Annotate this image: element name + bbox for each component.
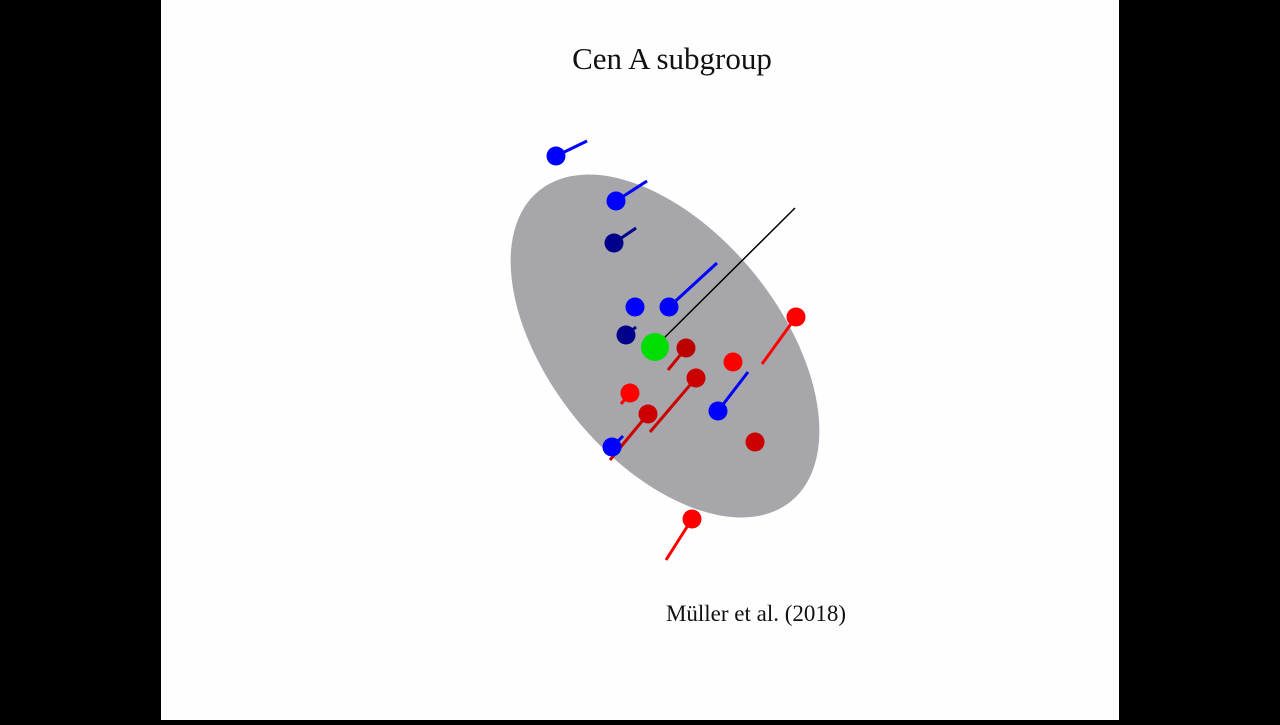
galaxy-dot bbox=[686, 368, 706, 388]
galaxy-dot bbox=[659, 297, 679, 317]
galaxy-dot bbox=[625, 297, 645, 317]
velocity-line bbox=[648, 377, 698, 433]
galaxies bbox=[546, 146, 806, 529]
galaxy-dot bbox=[638, 404, 658, 424]
cen-a bbox=[641, 333, 669, 361]
velocity-line bbox=[760, 316, 798, 365]
galaxy-dot bbox=[606, 191, 626, 211]
galaxy-dot bbox=[616, 325, 636, 345]
galaxy-dot bbox=[786, 307, 806, 327]
galaxy-dot bbox=[620, 383, 640, 403]
galaxy-dot bbox=[602, 437, 622, 457]
slide-title: Cen A subgroup bbox=[572, 41, 772, 76]
citation: Müller et al. (2018) bbox=[666, 601, 846, 626]
galaxy-dot bbox=[682, 509, 702, 529]
galaxy-dot bbox=[723, 352, 743, 372]
galaxy-dot bbox=[546, 146, 566, 166]
galaxy-dot bbox=[708, 401, 728, 421]
galaxy-dot bbox=[604, 233, 624, 253]
galaxy-dot bbox=[676, 338, 696, 358]
diagram bbox=[510, 139, 820, 561]
galaxy-dot bbox=[745, 432, 765, 452]
velocity-line bbox=[667, 261, 719, 309]
direction-line bbox=[654, 207, 796, 348]
